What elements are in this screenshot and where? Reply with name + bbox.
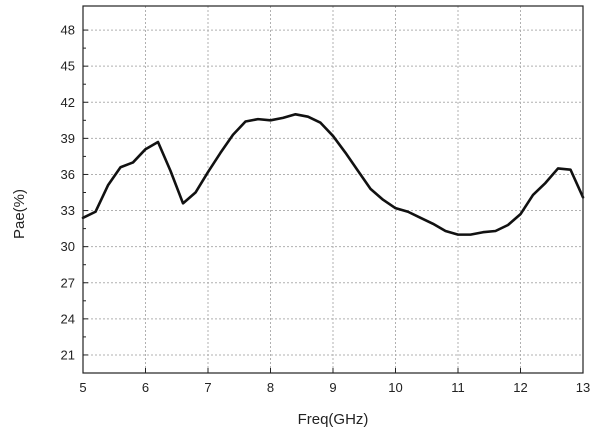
x-tick-label: 10 [388, 380, 402, 395]
x-axis-title: Freq(GHz) [298, 411, 369, 428]
y-tick-label: 24 [61, 311, 75, 326]
x-tick-label: 9 [329, 380, 336, 395]
x-tick-label: 12 [513, 380, 527, 395]
axes [82, 5, 584, 374]
tick-labels: 5 6 7 8 9 10 11 12 13 21 24 27 30 33 36 39 42 45 48 [61, 23, 591, 395]
x-tick-label: 6 [142, 380, 149, 395]
plot-frame [82, 5, 584, 374]
y-tick-label: 27 [61, 275, 75, 290]
series-layer [81, 113, 585, 236]
x-tick-label: 13 [576, 380, 590, 395]
y-tick-label: 21 [61, 347, 75, 362]
y-tick-label: 42 [61, 95, 75, 110]
x-tick-label: 7 [204, 380, 211, 395]
x-tick-label: 8 [267, 380, 274, 395]
y-tick-label: 33 [61, 203, 75, 218]
series-line-0 [81, 113, 585, 236]
y-tick-label: 48 [61, 23, 75, 38]
y-axis-title: Pae(%) [11, 189, 28, 239]
y-tick-label: 36 [61, 167, 75, 182]
y-tick-label: 39 [61, 131, 75, 146]
x-tick-label: 5 [79, 380, 86, 395]
y-tick-label: 45 [61, 59, 75, 74]
y-tick-label: 30 [61, 239, 75, 254]
grid [83, 6, 583, 373]
x-tick-label: 11 [451, 380, 465, 395]
